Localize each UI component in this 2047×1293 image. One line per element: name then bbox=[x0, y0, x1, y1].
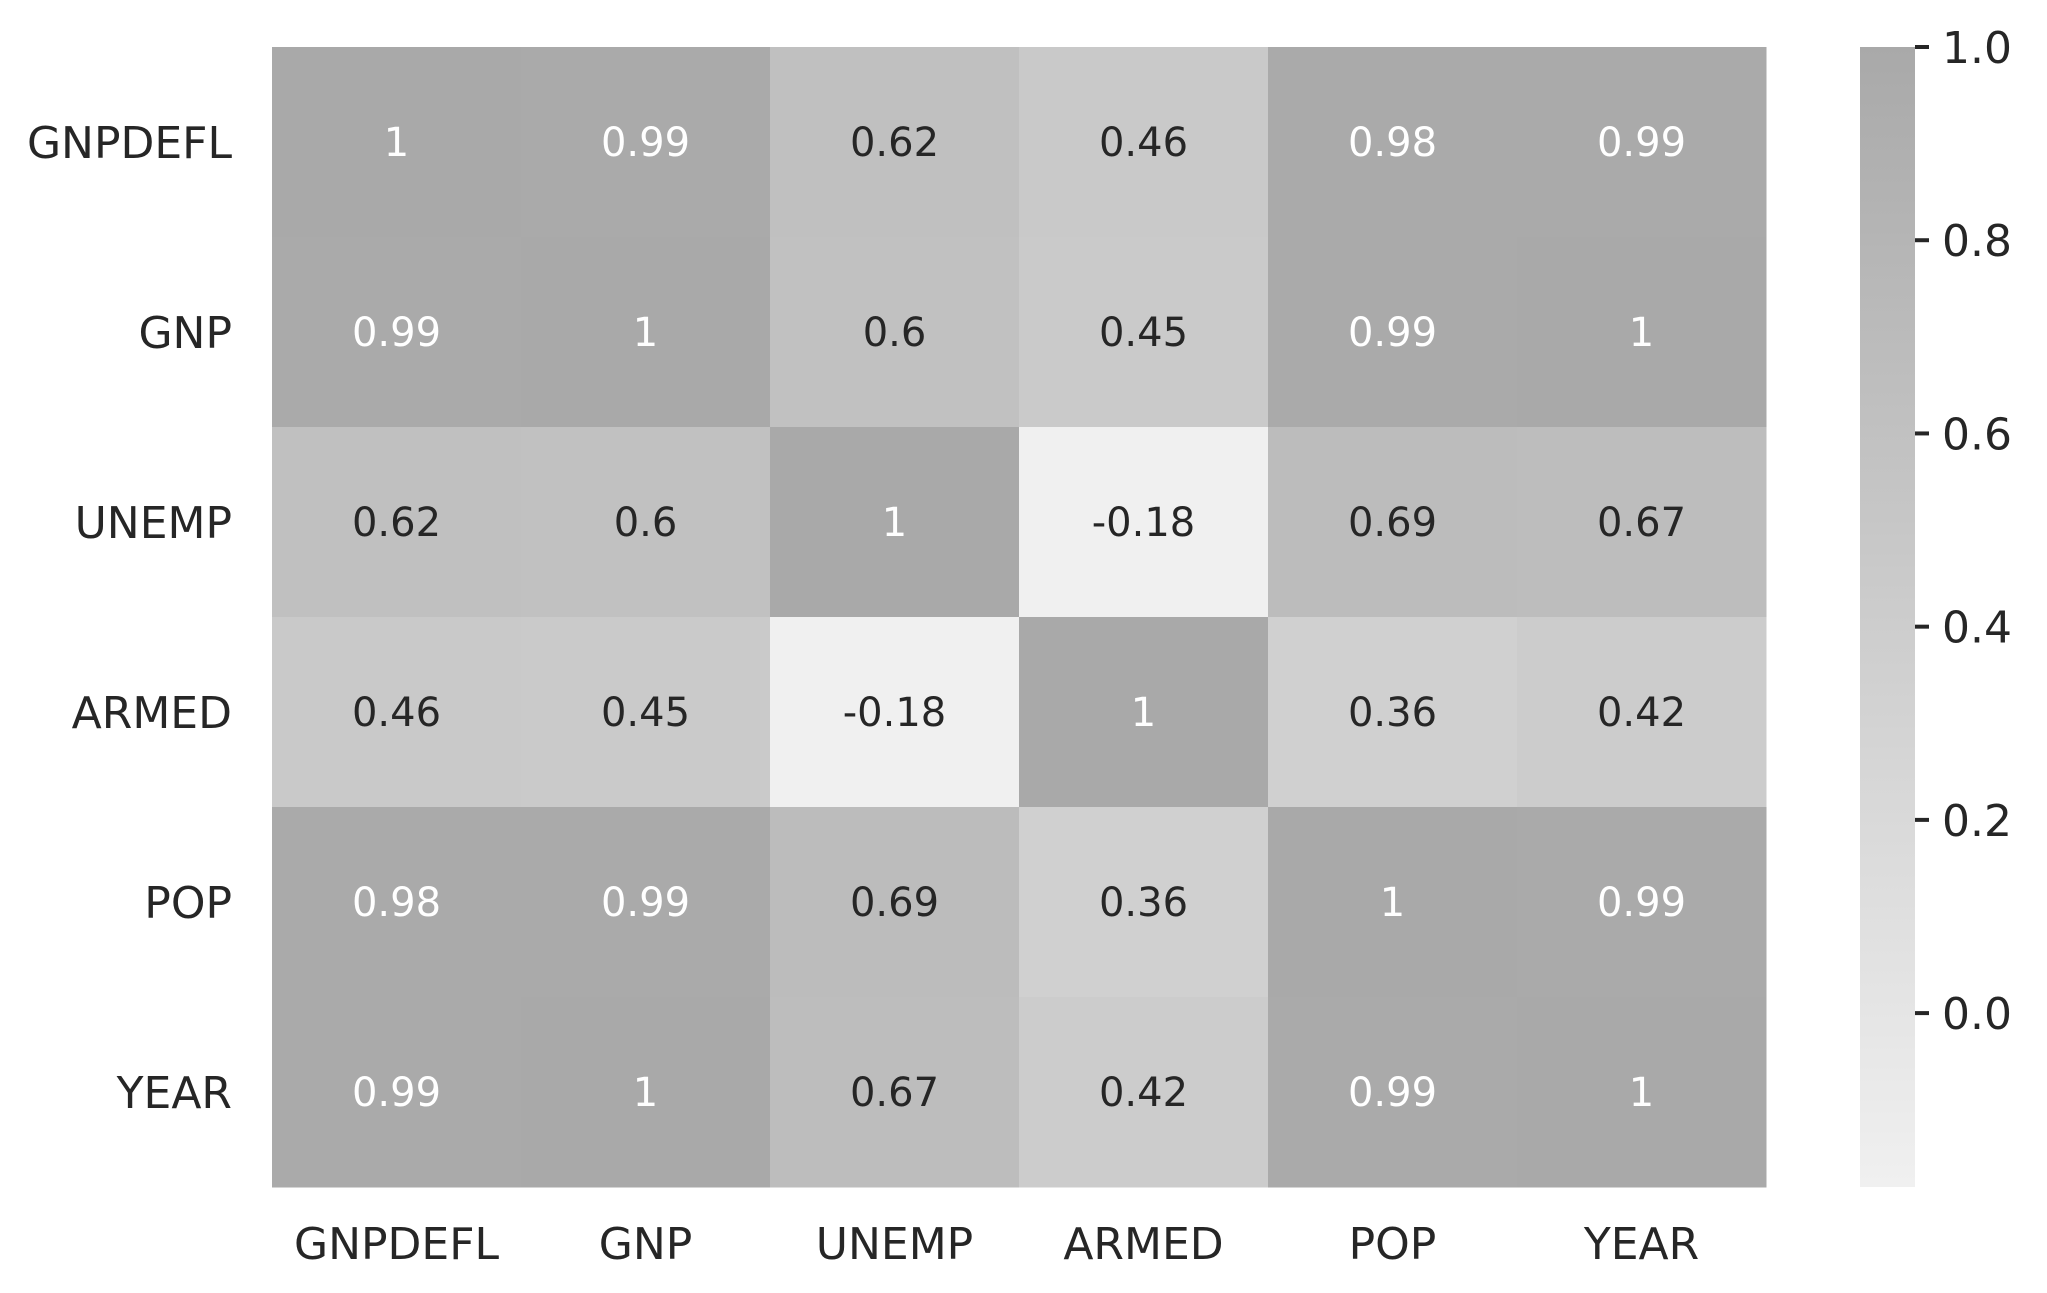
heatmap-cell bbox=[521, 237, 771, 428]
cell-annotation: 0.6 bbox=[863, 310, 927, 356]
heatmap-cells: 1 0.99 0.62 0.46 0.98 0.99 0.99 1 0.6 0.45 0.99 1 0.… bbox=[272, 47, 1767, 1188]
cell-annotation: 1 bbox=[1629, 310, 1654, 356]
cell-annotation: 0.99 bbox=[1348, 1070, 1437, 1116]
cell-annotation: 1 bbox=[882, 500, 907, 546]
cell-annotation: 0.46 bbox=[1099, 120, 1188, 166]
cell-annotation: 1 bbox=[1131, 690, 1156, 736]
cell-annotation: 0.98 bbox=[352, 880, 441, 926]
heatmap-cell bbox=[521, 47, 771, 238]
heatmap-cell bbox=[521, 997, 771, 1188]
heatmap-cell bbox=[770, 47, 1020, 238]
colorbar-tick-label: 0.2 bbox=[1942, 796, 2012, 847]
cell-annotation: 0.36 bbox=[1348, 690, 1437, 736]
heatmap-cell bbox=[272, 47, 522, 238]
heatmap-cell bbox=[1268, 427, 1518, 618]
cell-annotation: 0.99 bbox=[352, 310, 441, 356]
y-tick-label: GNP bbox=[138, 308, 232, 359]
heatmap-cell bbox=[521, 807, 771, 998]
heatmap-cell bbox=[1517, 807, 1767, 998]
cell-annotation: 0.62 bbox=[352, 500, 441, 546]
heatmap-cell bbox=[272, 427, 522, 618]
heatmap-cell bbox=[1019, 807, 1269, 998]
x-tick-label: UNEMP bbox=[816, 1219, 973, 1270]
heatmap-cell bbox=[770, 807, 1020, 998]
heatmap-cell bbox=[1268, 617, 1518, 808]
heatmap-cell bbox=[1019, 617, 1269, 808]
cell-annotation: 1 bbox=[384, 120, 409, 166]
x-tick-label: GNP bbox=[599, 1219, 693, 1270]
x-tick-label: YEAR bbox=[1583, 1219, 1699, 1270]
heatmap-cell bbox=[1517, 997, 1767, 1188]
y-tick-label: ARMED bbox=[72, 688, 232, 739]
y-tick-label: POP bbox=[144, 878, 232, 929]
heatmap-cell bbox=[1019, 47, 1269, 238]
heatmap-cell bbox=[272, 617, 522, 808]
heatmap-cell bbox=[521, 617, 771, 808]
heatmap-cell bbox=[521, 427, 771, 618]
cell-annotation: 0.62 bbox=[850, 120, 939, 166]
colorbar-tick-label: 0.8 bbox=[1942, 216, 2012, 267]
cell-annotation: 0.99 bbox=[1597, 880, 1686, 926]
heatmap-cell bbox=[1019, 997, 1269, 1188]
cell-annotation: 0.42 bbox=[1099, 1070, 1188, 1116]
heatmap-cell bbox=[770, 237, 1020, 428]
colorbar-tick-label: 0.4 bbox=[1942, 603, 2012, 654]
cell-annotation: 0.45 bbox=[1099, 310, 1188, 356]
y-tick-label: YEAR bbox=[116, 1068, 232, 1119]
x-tick-label: GNPDEFL bbox=[294, 1219, 500, 1270]
cell-annotation: 0.99 bbox=[352, 1070, 441, 1116]
heatmap-cell bbox=[1517, 47, 1767, 238]
heatmap-cell bbox=[1019, 237, 1269, 428]
heatmap-cell bbox=[1517, 237, 1767, 428]
heatmap-cell bbox=[1268, 237, 1518, 428]
cell-annotation: -0.18 bbox=[1092, 500, 1196, 546]
heatmap-cell bbox=[1517, 427, 1767, 618]
x-tick-labels: GNPDEFL GNP UNEMP ARMED POP YEAR bbox=[294, 1219, 1699, 1270]
heatmap-cell bbox=[272, 237, 522, 428]
y-tick-labels: GNPDEFL GNP UNEMP ARMED POP YEAR bbox=[27, 118, 233, 1119]
x-tick-label: POP bbox=[1349, 1219, 1437, 1270]
heatmap-cell bbox=[1517, 617, 1767, 808]
y-tick-label: GNPDEFL bbox=[27, 118, 233, 169]
cell-annotation: 0.67 bbox=[1597, 500, 1686, 546]
cell-annotation: 1 bbox=[633, 310, 658, 356]
heatmap-cell bbox=[770, 997, 1020, 1188]
colorbar: 0.0 0.2 0.4 0.6 0.8 1.0 bbox=[1860, 23, 2012, 1187]
heatmap-cell bbox=[770, 617, 1020, 808]
heatmap-cell bbox=[272, 997, 522, 1188]
cell-annotation: 0.46 bbox=[352, 690, 441, 736]
cell-annotation: 0.36 bbox=[1099, 880, 1188, 926]
cell-annotation: 0.99 bbox=[1597, 120, 1686, 166]
heatmap-cell bbox=[1268, 997, 1518, 1188]
cell-annotation: 0.99 bbox=[601, 880, 690, 926]
heatmap-cell bbox=[1268, 807, 1518, 998]
cell-annotation: 1 bbox=[1629, 1070, 1654, 1116]
cell-annotation: 0.99 bbox=[601, 120, 690, 166]
cell-annotation: 0.99 bbox=[1348, 310, 1437, 356]
colorbar-tick-label: 0.0 bbox=[1942, 989, 2012, 1040]
cell-annotation: 1 bbox=[633, 1070, 658, 1116]
cell-annotation: 0.67 bbox=[850, 1070, 939, 1116]
heatmap-cell bbox=[1019, 427, 1269, 618]
colorbar-tick-label: 1.0 bbox=[1942, 23, 2012, 74]
colorbar-tick-label: 0.6 bbox=[1942, 409, 2012, 460]
heatmap-cell bbox=[1268, 47, 1518, 238]
cell-annotation: 0.69 bbox=[850, 880, 939, 926]
cell-annotation: -0.18 bbox=[843, 690, 947, 736]
cell-annotation: 1 bbox=[1380, 880, 1405, 926]
heatmap-cell bbox=[272, 807, 522, 998]
y-tick-label: UNEMP bbox=[75, 498, 232, 549]
cell-annotation: 0.69 bbox=[1348, 500, 1437, 546]
cell-annotation: 0.98 bbox=[1348, 120, 1437, 166]
x-tick-label: ARMED bbox=[1063, 1219, 1223, 1270]
cell-annotation: 0.42 bbox=[1597, 690, 1686, 736]
cell-annotation: 0.6 bbox=[614, 500, 678, 546]
cell-annotation: 0.45 bbox=[601, 690, 690, 736]
colorbar-gradient bbox=[1860, 47, 1915, 1187]
heatmap-cell bbox=[770, 427, 1020, 618]
